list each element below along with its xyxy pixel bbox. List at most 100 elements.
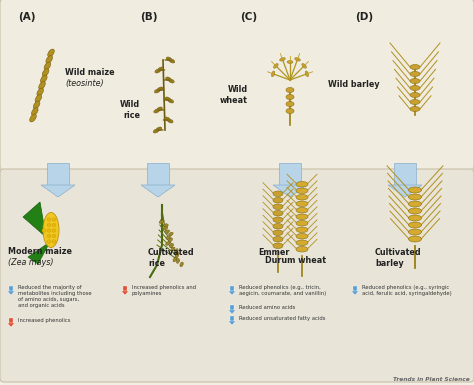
Ellipse shape [409, 215, 421, 221]
Ellipse shape [155, 69, 161, 73]
Ellipse shape [273, 217, 283, 223]
Text: (A): (A) [18, 12, 36, 22]
Text: Wild barley: Wild barley [328, 80, 380, 89]
Ellipse shape [52, 229, 56, 232]
Ellipse shape [157, 87, 163, 91]
Bar [394, 163, 416, 185]
Ellipse shape [409, 236, 421, 242]
Ellipse shape [410, 99, 420, 104]
Ellipse shape [43, 213, 59, 248]
Ellipse shape [296, 194, 308, 200]
Ellipse shape [33, 101, 40, 109]
Ellipse shape [273, 236, 283, 242]
Ellipse shape [163, 226, 168, 230]
Polygon shape [41, 185, 75, 197]
Text: Wild
rice: Wild rice [120, 100, 140, 120]
Ellipse shape [168, 99, 173, 103]
Ellipse shape [154, 109, 159, 113]
Ellipse shape [286, 94, 294, 99]
Ellipse shape [296, 208, 308, 213]
Ellipse shape [165, 77, 171, 81]
Ellipse shape [44, 62, 51, 70]
Ellipse shape [169, 59, 175, 63]
Ellipse shape [42, 69, 49, 77]
Text: (B): (B) [140, 12, 157, 22]
Ellipse shape [296, 201, 308, 206]
Ellipse shape [40, 75, 47, 83]
Ellipse shape [157, 107, 163, 111]
Ellipse shape [31, 107, 38, 116]
Ellipse shape [166, 236, 171, 239]
Ellipse shape [173, 257, 177, 262]
Ellipse shape [409, 229, 421, 235]
Ellipse shape [296, 240, 308, 246]
Text: Reduced phenolics (e.g., syringic
acid, ferulic acid, syringaldehyde): Reduced phenolics (e.g., syringic acid, … [362, 285, 452, 296]
Bar [9, 286, 13, 291]
Bar [230, 286, 234, 291]
Polygon shape [121, 291, 128, 295]
Ellipse shape [47, 223, 51, 227]
Ellipse shape [168, 238, 173, 242]
Ellipse shape [155, 89, 160, 93]
Ellipse shape [409, 187, 421, 193]
Bar [279, 163, 301, 185]
Text: Increased phenolics: Increased phenolics [18, 318, 71, 323]
Ellipse shape [273, 191, 283, 196]
Ellipse shape [296, 188, 308, 194]
Ellipse shape [166, 57, 172, 61]
Ellipse shape [302, 64, 307, 68]
Text: Durum wheat: Durum wheat [265, 256, 326, 265]
Bar [230, 305, 234, 310]
Bar [353, 286, 357, 291]
Bar [230, 316, 234, 321]
FancyBboxPatch shape [0, 0, 474, 170]
Polygon shape [8, 323, 15, 327]
Ellipse shape [159, 220, 164, 223]
Polygon shape [352, 291, 358, 295]
Ellipse shape [165, 230, 170, 233]
FancyBboxPatch shape [0, 169, 474, 382]
Polygon shape [8, 291, 15, 295]
Ellipse shape [169, 232, 173, 236]
Ellipse shape [165, 241, 170, 245]
Ellipse shape [410, 79, 420, 84]
Ellipse shape [286, 87, 294, 92]
Ellipse shape [39, 82, 46, 89]
Ellipse shape [280, 58, 285, 61]
Ellipse shape [287, 60, 293, 64]
Ellipse shape [42, 229, 46, 232]
Polygon shape [23, 202, 46, 237]
Ellipse shape [158, 67, 164, 71]
Ellipse shape [410, 85, 420, 90]
Text: (Zea mays): (Zea mays) [8, 258, 54, 267]
Ellipse shape [296, 181, 308, 187]
Ellipse shape [169, 79, 174, 83]
Ellipse shape [171, 247, 175, 251]
Ellipse shape [164, 117, 170, 121]
Text: Wild maize: Wild maize [65, 68, 115, 77]
Polygon shape [273, 185, 307, 197]
Bar [47, 163, 69, 185]
Ellipse shape [273, 204, 283, 209]
Ellipse shape [271, 71, 275, 77]
Ellipse shape [175, 252, 179, 257]
Ellipse shape [286, 102, 294, 107]
Polygon shape [228, 321, 236, 325]
Ellipse shape [410, 107, 420, 112]
Ellipse shape [35, 95, 42, 102]
Ellipse shape [410, 92, 420, 97]
Polygon shape [28, 242, 50, 264]
Ellipse shape [305, 71, 309, 77]
Ellipse shape [295, 58, 301, 61]
Bar [147, 163, 169, 185]
Polygon shape [141, 185, 175, 197]
Ellipse shape [174, 249, 178, 253]
Ellipse shape [296, 233, 308, 239]
Text: Reduced unsaturated fatty acids: Reduced unsaturated fatty acids [239, 316, 326, 321]
Polygon shape [388, 185, 422, 197]
Ellipse shape [156, 127, 162, 131]
Ellipse shape [273, 211, 283, 216]
Ellipse shape [273, 243, 283, 248]
Bar [9, 318, 13, 323]
Text: Reduced phenolics (e.g., tricin,
aegicin, coumarate, and vanillin): Reduced phenolics (e.g., tricin, aegicin… [239, 285, 326, 296]
